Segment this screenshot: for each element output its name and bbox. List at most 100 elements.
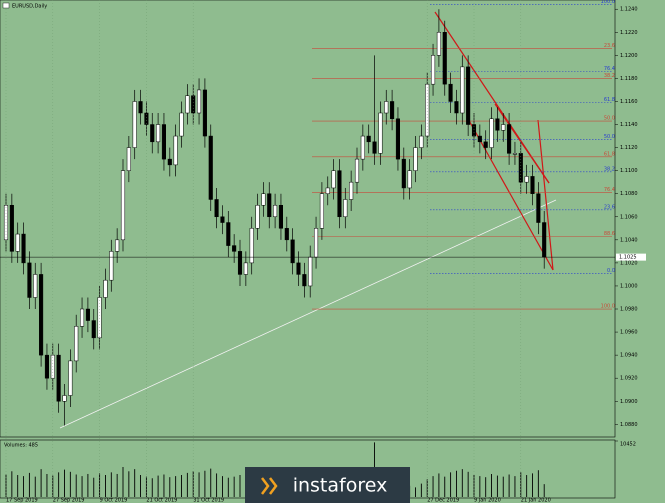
fib-label: 76.4 (604, 66, 615, 72)
fib-label: 23.6 (604, 204, 615, 210)
candle-body (407, 170, 412, 189)
v-tick-label: 10452 (620, 442, 636, 448)
x-tick-label: 9 Jan 2020 (474, 498, 501, 503)
x-tick-label: 27 Dec 2019 (427, 498, 459, 503)
candle-body (290, 239, 295, 264)
candle-body (226, 222, 231, 246)
x-tick-label: 17 Sep 2019 (6, 498, 38, 503)
trend-line (59, 199, 557, 429)
candle-body (425, 83, 430, 137)
candle-body (542, 222, 547, 258)
candle-body (156, 124, 161, 143)
y-tick-label: 1.1160 (620, 99, 638, 105)
y-tick-label: 1.0960 (620, 330, 638, 336)
candle-body (161, 124, 166, 160)
price-pane (0, 0, 616, 438)
last-price-label: 1.1025 (619, 255, 637, 261)
x-tick-label: 27 Sep 2019 (53, 498, 85, 503)
candle-body (325, 187, 330, 194)
candle-body (267, 193, 272, 218)
fib-label: 38.2 (604, 166, 615, 172)
candle-body (343, 199, 348, 218)
fib-label: 23.6 (604, 43, 615, 49)
candle-body (261, 193, 266, 206)
y-tick-label: 1.1240 (620, 7, 638, 13)
candle-body (103, 279, 108, 298)
candle-body (483, 141, 488, 148)
fib-label: 0.0 (607, 268, 615, 274)
candle-body (91, 320, 96, 339)
watermark: instaforex (293, 475, 388, 497)
candle-body (460, 66, 465, 114)
candle-body (495, 118, 500, 131)
channel-line (537, 119, 554, 271)
y-tick-label: 1.1140 (620, 122, 638, 128)
last-price-box (616, 253, 646, 261)
candle-body (413, 147, 418, 171)
fib-label: 38.2 (604, 73, 615, 79)
candle-body (191, 95, 196, 114)
fib-label: 100.0 (601, 304, 615, 310)
candle-body (512, 153, 518, 155)
candle-body (179, 112, 184, 137)
candle-body (477, 135, 482, 143)
candle-body (401, 158, 406, 189)
fib-label: 61.8 (604, 151, 615, 157)
candle-body (466, 66, 471, 125)
candle-body (109, 251, 114, 281)
candle-body (150, 124, 155, 143)
candle-body (366, 135, 371, 143)
candle-body (337, 170, 342, 218)
y-tick-label: 1.1180 (620, 76, 638, 82)
x-tick-label: 31 Oct 2019 (193, 498, 224, 503)
candle-body (302, 274, 307, 287)
candle-body (296, 262, 301, 275)
candle-body (197, 89, 202, 114)
candle-body (220, 216, 225, 223)
candle-body (33, 274, 38, 298)
candle-body (395, 118, 400, 160)
candle-body (448, 83, 453, 102)
candle-body (243, 262, 248, 275)
candle-body (214, 199, 219, 218)
candle-body (68, 360, 73, 396)
candle-body (384, 101, 389, 114)
candle-body (431, 55, 436, 85)
candle-body (9, 204, 14, 252)
candle-body (15, 233, 20, 252)
candle-body (167, 158, 172, 166)
y-tick-label: 1.1120 (620, 145, 638, 151)
candle-body (185, 95, 190, 114)
chart-title: EURUSD,Daily (12, 4, 47, 10)
candle-body (390, 101, 395, 120)
candle-body (471, 124, 477, 137)
y-tick-label: 1.0880 (620, 422, 638, 428)
candle-body (331, 170, 336, 189)
candle-body (115, 239, 120, 252)
candle-body (21, 233, 26, 264)
candle-body (85, 308, 90, 321)
volume-label: Volumes: 485 (4, 443, 38, 449)
candle-body (308, 256, 313, 287)
candle-body (278, 204, 283, 229)
channel-line (466, 116, 554, 271)
candle-body (44, 354, 50, 379)
candle-body (524, 176, 529, 183)
candle-body (419, 135, 424, 148)
y-tick-label: 1.0940 (620, 353, 638, 359)
candle-body (319, 193, 324, 229)
candle-body (237, 251, 243, 275)
candle-body (56, 354, 61, 402)
channel-line (494, 103, 550, 184)
y-tick-label: 1.0900 (620, 399, 638, 405)
fib-label: 50.0 (604, 116, 615, 122)
candle-body (132, 101, 137, 148)
logo-icon (261, 477, 278, 495)
y-tick-label: 1.1020 (620, 260, 638, 266)
candle-body (74, 326, 79, 362)
candle-body (501, 124, 506, 131)
x-tick-label: 9 Oct 2019 (100, 498, 128, 503)
x-tick-label: 21 Oct 2019 (146, 498, 177, 503)
